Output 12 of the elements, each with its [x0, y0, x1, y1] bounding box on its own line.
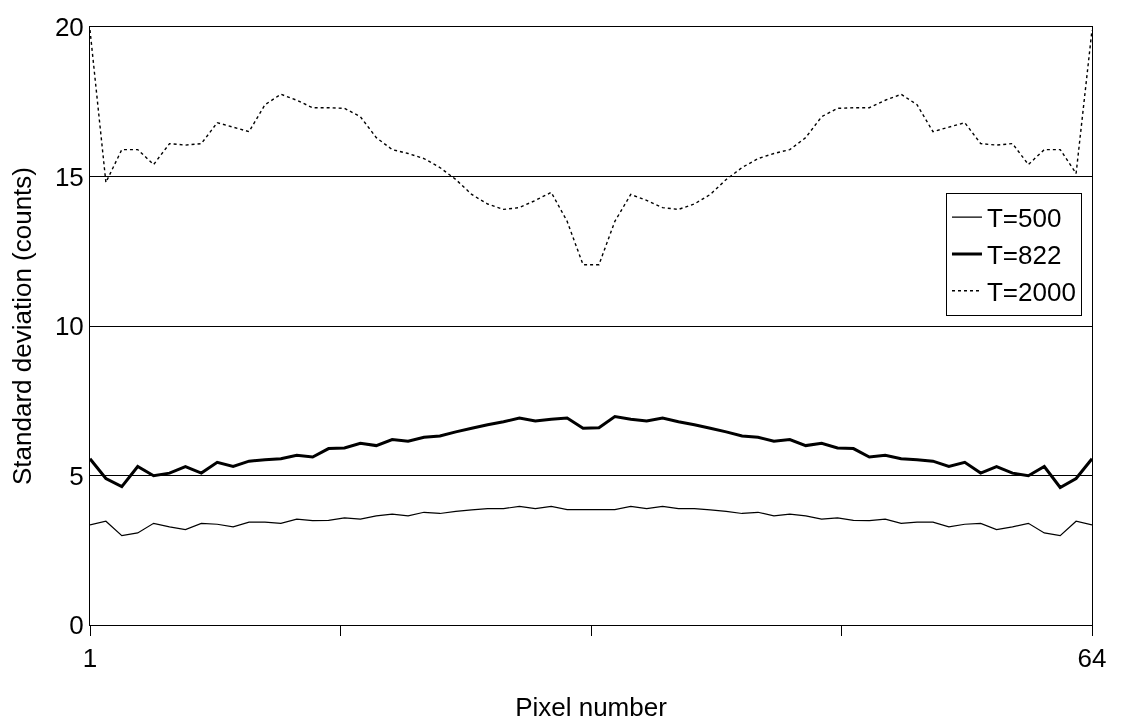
y-tick-label: 10	[54, 311, 84, 342]
legend-label: T=500	[986, 203, 1062, 234]
y-axis-title: Standard deviation (counts)	[7, 167, 38, 485]
legend-label: T=822	[986, 240, 1062, 271]
x-tick-label: 1	[82, 643, 98, 674]
y-tick-label: 0	[69, 610, 84, 641]
y-tick-label: 20	[54, 12, 84, 43]
y-tick-label: 5	[69, 460, 84, 491]
legend-label: T=2000	[986, 276, 1076, 307]
y-tick-label: 15	[54, 161, 84, 192]
x-axis-title: Pixel number	[515, 691, 668, 722]
x-tick-label: 64	[1077, 643, 1107, 674]
